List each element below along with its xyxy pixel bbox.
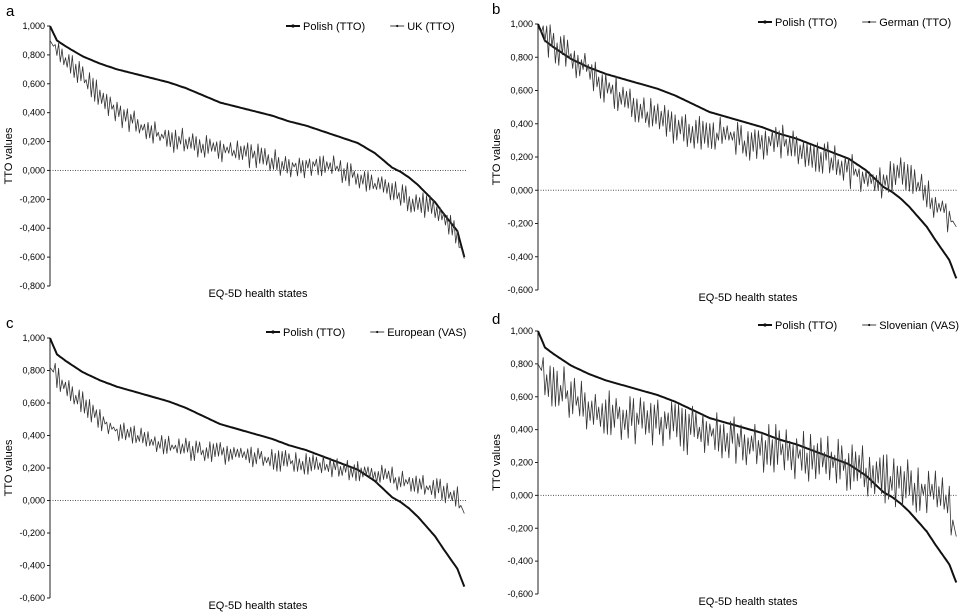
series-line-polish (49, 337, 466, 587)
y-tick-label: 0,400 (510, 425, 533, 435)
legend-marker (396, 24, 399, 28)
y-tick-label: 0,800 (22, 50, 45, 60)
legend-marker (763, 323, 767, 327)
series-line-comparison (537, 24, 957, 233)
y-tick-label: -0,400 (19, 223, 45, 233)
y-tick-label: 1,000 (510, 19, 533, 29)
panel-letter: a (6, 3, 15, 20)
legend-item: Polish (TTO) (758, 17, 837, 29)
x-axis-title: EQ-5D health states (208, 600, 308, 612)
legend-item: Slovenian (VAS) (862, 320, 959, 332)
y-axis-title: TTO values (491, 128, 503, 185)
legend-label: UK (TTO) (407, 21, 454, 33)
series-line-comparison (49, 40, 465, 259)
legend-marker (376, 330, 379, 334)
y-tick-label: 0,600 (510, 392, 533, 402)
y-tick-label: 1,000 (22, 21, 45, 31)
panel-letter: c (6, 315, 14, 332)
series-line-comparison (49, 363, 465, 514)
y-tick-label: 0,800 (510, 359, 533, 369)
y-tick-label: -0,600 (19, 252, 45, 262)
y-tick-label: 0,000 (510, 185, 533, 195)
y-tick-label: -0,600 (19, 593, 45, 603)
y-axis-title: TTO values (491, 434, 503, 491)
y-tick-label: 1,000 (22, 333, 45, 343)
y-tick-label: 0,000 (22, 165, 45, 175)
y-tick-label: 0,600 (22, 398, 45, 408)
series-line-polish (49, 25, 466, 258)
series-line-polish (537, 330, 958, 583)
y-tick-label: 0,400 (510, 119, 533, 129)
y-axis-title: TTO values (3, 127, 15, 184)
series-line-polish (537, 23, 958, 279)
chart-panel-a: a 1,000 0,800 0,600 0,400 0,200 0,000 -0,200 -0,… (3, 3, 466, 300)
y-tick-label: -0,200 (507, 523, 533, 533)
legend-label: Polish (TTO) (775, 320, 837, 332)
y-tick-label: 0,000 (510, 490, 533, 500)
legend-label: Polish (TTO) (303, 21, 365, 33)
legend-item: UK (TTO) (390, 21, 455, 33)
legend-label: European (VAS) (387, 327, 466, 339)
series-line-comparison (537, 357, 957, 537)
x-axis-title: EQ-5D health states (698, 292, 798, 304)
legend-item: Polish (TTO) (286, 21, 365, 33)
x-axis-title: EQ-5D health states (698, 596, 798, 608)
y-tick-label: -0,400 (507, 252, 533, 262)
y-tick-label: -0,400 (507, 556, 533, 566)
legend-marker (271, 330, 275, 334)
legend-item: German (TTO) (862, 17, 951, 29)
y-tick-label: 0,000 (22, 496, 45, 506)
y-tick-label: 0,800 (510, 52, 533, 62)
y-tick-label: 0,400 (22, 431, 45, 441)
panel-letter: d (492, 311, 500, 328)
y-tick-label: -0,200 (19, 528, 45, 538)
legend-marker (291, 24, 295, 28)
y-axis-title: TTO values (3, 439, 15, 496)
legend-item: Polish (TTO) (758, 320, 837, 332)
y-tick-label: 0,200 (22, 463, 45, 473)
y-tick-label: -0,600 (507, 589, 533, 599)
legend-label: Polish (TTO) (775, 17, 837, 29)
panel-letter: b (492, 1, 500, 18)
y-tick-label: 1,000 (510, 326, 533, 336)
x-axis-title: EQ-5D health states (208, 288, 308, 300)
chart-panel-c: c 1,000 0,800 0,600 0,400 0,200 0,000 -0,200 -0,… (3, 315, 466, 612)
y-tick-label: -0,400 (19, 561, 45, 571)
legend-marker (763, 20, 767, 24)
y-tick-label: 0,600 (510, 86, 533, 96)
y-tick-label: 0,200 (510, 458, 533, 468)
legend-marker (868, 20, 871, 24)
y-tick-label: 0,800 (22, 366, 45, 376)
chart-panel-b: b 1,000 0,800 0,600 0,400 0,200 0,000 -0,200 -0,… (491, 1, 958, 304)
y-tick-label: -0,200 (19, 194, 45, 204)
y-tick-label: -0,600 (507, 285, 533, 295)
legend-marker (868, 323, 871, 327)
y-tick-label: 0,200 (22, 137, 45, 147)
y-tick-label: 0,400 (22, 108, 45, 118)
y-tick-label: 0,200 (510, 152, 533, 162)
y-tick-label: 0,600 (22, 79, 45, 89)
legend-label: Polish (TTO) (283, 327, 345, 339)
y-tick-label: -0,800 (19, 281, 45, 291)
y-tick-label: -0,200 (507, 219, 533, 229)
legend-label: Slovenian (VAS) (879, 320, 959, 332)
legend-item: European (VAS) (370, 327, 466, 339)
chart-panel-d: d 1,000 0,800 0,600 0,400 0,200 0,000 -0,200 -0,… (491, 311, 959, 608)
legend-item: Polish (TTO) (266, 327, 345, 339)
legend-label: German (TTO) (879, 17, 951, 29)
